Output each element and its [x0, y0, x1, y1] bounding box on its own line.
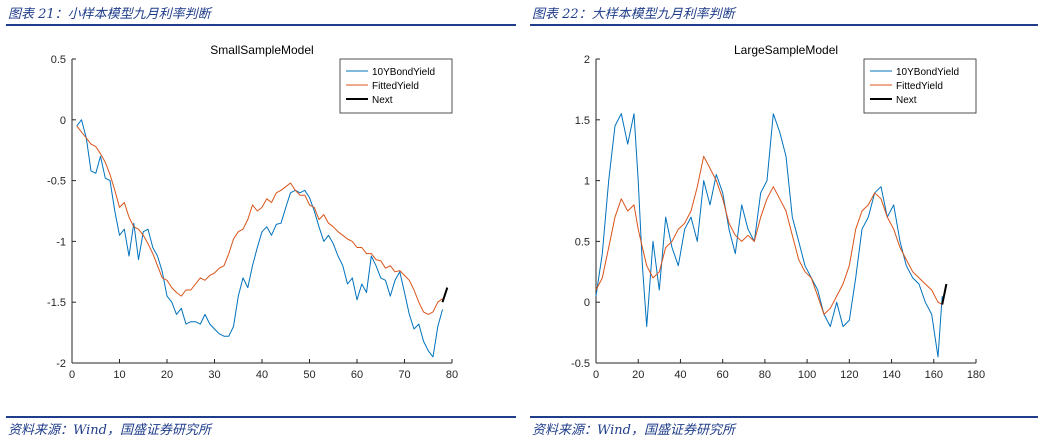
small-sample-chart: SmallSampleModel 0 10 20 30 40 50 60 70 80 -2 -1.5 -… [47, 43, 458, 381]
y-tick-label: -1 [56, 236, 66, 248]
x-tick-label: 20 [632, 369, 644, 381]
y-tick-label: 1.5 [575, 115, 590, 127]
x-tick-label: 0 [593, 369, 599, 381]
source-rule [530, 416, 1038, 418]
x-tick-label: 60 [717, 369, 729, 381]
x-tick-label: 80 [759, 369, 771, 381]
x-tick-label: 70 [398, 369, 410, 381]
y-tick-label: -0.5 [47, 176, 66, 188]
x-tick-label: 0 [69, 369, 75, 381]
x-tick-label: 60 [351, 369, 363, 381]
x-tick-label: 10 [113, 369, 125, 381]
legend-label: Next [372, 95, 393, 106]
y-tick-label: 1 [584, 176, 590, 188]
series-line-next [941, 283, 948, 305]
series-line-10ybondyield [76, 119, 443, 358]
figure-caption: 图表 22：大样本模型九月利率判断 [532, 7, 735, 22]
legend-label: 10YBondYield [896, 67, 959, 78]
chart-title: LargeSampleModel [734, 43, 838, 57]
legend-label: FittedYield [372, 81, 419, 92]
y-tick-label: -2 [56, 358, 66, 370]
source-rule [6, 416, 516, 418]
series-line-fittedyield [595, 155, 943, 315]
x-tick-label: 20 [161, 369, 173, 381]
legend-box [863, 58, 977, 114]
series-line-next [441, 287, 449, 303]
chart-title: SmallSampleModel [210, 43, 313, 57]
series-line-10ybondyield [595, 113, 943, 358]
x-tick-label: 120 [840, 369, 858, 381]
y-tick-label: 0.5 [51, 54, 66, 66]
legend-label: Next [896, 95, 917, 106]
x-tick-label: 40 [674, 369, 686, 381]
source-note: 资料来源：Wind，国盛证券研究所 [8, 423, 211, 438]
caption-rule [6, 24, 516, 26]
x-tick-label: 140 [882, 369, 900, 381]
source-note: 资料来源：Wind，国盛证券研究所 [532, 423, 735, 438]
x-tick-label: 160 [925, 369, 943, 381]
y-tick-label: 2 [584, 54, 590, 66]
series-line-fittedyield [76, 125, 443, 315]
y-tick-label: 0.5 [575, 236, 590, 248]
panel-left: 图表 21：小样本模型九月利率判断 SmallSampleModel 0 10 20 3… [6, 0, 516, 442]
x-tick-label: 40 [256, 369, 268, 381]
panel-right: 图表 22：大样本模型九月利率判断 LargeSampleModel 0 20 40 6… [530, 0, 1038, 442]
y-tick-label: -1.5 [47, 297, 66, 309]
x-tick-label: 80 [446, 369, 458, 381]
x-tick-label: 30 [208, 369, 220, 381]
x-tick-label: 100 [798, 369, 816, 381]
y-tick-label: -0.5 [571, 358, 590, 370]
figure-caption: 图表 21：小样本模型九月利率判断 [8, 7, 211, 22]
y-tick-label: 0 [584, 297, 590, 309]
legend-label: FittedYield [896, 81, 943, 92]
x-tick-label: 180 [967, 369, 985, 381]
legend-box [339, 58, 453, 114]
x-tick-label: 50 [303, 369, 315, 381]
y-tick-label: 0 [60, 115, 66, 127]
caption-rule [530, 24, 1038, 26]
legend-label: 10YBondYield [372, 67, 435, 78]
